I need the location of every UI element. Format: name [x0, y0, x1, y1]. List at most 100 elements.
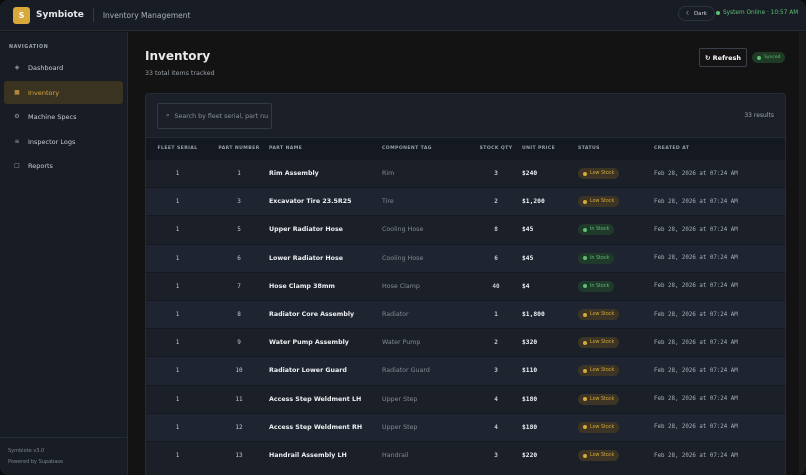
scrollbar[interactable]	[799, 32, 806, 475]
status-cell: Low Stock	[578, 158, 654, 188]
stock-qty-cell: 6	[470, 243, 522, 273]
fleet-serial-cell: 1	[146, 271, 209, 301]
column-header[interactable]: STATUS	[578, 137, 654, 160]
stock-qty-cell: 2	[470, 328, 522, 357]
version-text: Symbiote v3.0	[8, 448, 45, 454]
status-dot-icon	[583, 284, 587, 289]
column-header[interactable]: PART NAME	[269, 137, 382, 160]
table-row[interactable]: 1 12 Access Step Weldment RH Upper Step 4 $18…	[146, 412, 785, 442]
sidebar-item-inspector-logs[interactable]: ≡ Inspector Logs	[4, 130, 123, 153]
search-placeholder: Search by fleet serial, part nu	[174, 112, 269, 120]
table-row[interactable]: 1 1 Rim Assembly Rim 3 $240 Low Stock Feb 28, 2…	[146, 158, 785, 188]
table-row[interactable]: 1 9 Water Pump Assembly Water Pump 2 $320 Low …	[146, 328, 785, 357]
table-row[interactable]: 1 10 Radiator Lower Guard Radiator Guard 3 $1…	[146, 356, 785, 385]
component-tag-cell: Tire	[382, 187, 470, 216]
status-badge: Low Stock	[578, 337, 620, 349]
sidebar-footer: Symbiote v3.0 Powered by Supabase	[0, 437, 127, 468]
part-name-cell: Upper Radiator Hose	[269, 215, 382, 245]
fleet-serial-cell: 1	[146, 299, 209, 329]
status-label: Low Stock	[590, 312, 615, 318]
brand-name: Symbiote	[36, 10, 84, 20]
system-status: System Online · 10:57 AM	[716, 10, 798, 16]
component-tag-cell: Cooling Hose	[382, 243, 470, 273]
app-subtitle: Inventory Management	[102, 10, 191, 20]
search-input[interactable]: ⌕ Search by fleet serial, part nu	[157, 103, 272, 129]
page-title: Inventory	[145, 49, 211, 63]
stock-qty-cell: 40	[470, 271, 522, 301]
stock-qty-cell: 4	[470, 412, 522, 442]
sidebar-item-label: Reports	[28, 161, 53, 170]
status-dot-icon	[716, 11, 720, 15]
part-number-cell: 1	[209, 158, 269, 188]
column-header[interactable]: STOCK QTY	[470, 137, 522, 160]
status-badge: In Stock	[578, 224, 615, 236]
part-number-cell: 8	[209, 299, 269, 329]
page-subtitle: 33 total items tracked	[145, 70, 215, 77]
sidebar-item-machine-specs[interactable]: ⚙ Machine Specs	[4, 105, 123, 128]
list-icon: ≡	[14, 138, 20, 145]
column-header[interactable]: UNIT PRICE	[522, 137, 578, 160]
status-badge: In Stock	[578, 252, 615, 264]
part-number-cell: 7	[209, 271, 269, 301]
part-number-cell: 13	[209, 440, 269, 470]
status-label: In Stock	[590, 255, 610, 261]
status-badge: Low Stock	[578, 309, 620, 321]
sidebar-item-inventory[interactable]: ■ Inventory	[4, 81, 123, 104]
fleet-serial-cell: 1	[146, 412, 209, 442]
theme-label: Dark	[693, 10, 707, 17]
column-header[interactable]: FLEET SERIAL	[146, 137, 209, 160]
status-dot-icon	[583, 171, 587, 176]
refresh-button[interactable]: ↻ Refresh	[699, 48, 747, 67]
table-row[interactable]: 1 7 Hose Clamp 38mm Hose Clamp 40 $4 In Stock F…	[146, 271, 785, 301]
part-name-cell: Hose Clamp 38mm	[269, 271, 382, 301]
status-cell: Low Stock	[578, 299, 654, 329]
created-at-cell: Feb 28, 2026 at 07:24 AM	[654, 412, 785, 442]
sidebar-item-dashboard[interactable]: ◈ Dashboard	[4, 56, 123, 79]
part-name-cell: Radiator Core Assembly	[269, 299, 382, 329]
status-badge: Low Stock	[578, 421, 620, 433]
unit-price-cell: $240	[522, 158, 578, 188]
table-row[interactable]: 1 5 Upper Radiator Hose Cooling Hose 8 $45 In …	[146, 215, 785, 245]
part-name-cell: Lower Radiator Hose	[269, 243, 382, 273]
table-row[interactable]: 1 3 Excavator Tire 23.5R25 Tire 2 $1,200 Low S…	[146, 187, 785, 216]
sidebar: NAVIGATION ◈ Dashboard ■ Inventory ⚙ Machin…	[0, 32, 128, 475]
unit-price-cell: $1,800	[522, 299, 578, 329]
fleet-serial-cell: 1	[146, 158, 209, 188]
dashboard-icon: ◈	[14, 64, 20, 71]
status-cell: In Stock	[578, 243, 654, 273]
created-at-cell: Feb 28, 2026 at 07:24 AM	[654, 158, 785, 188]
theme-toggle[interactable]: ☾ Dark	[678, 6, 715, 21]
sidebar-item-reports[interactable]: □ Reports	[4, 154, 123, 177]
unit-price-cell: $320	[522, 328, 578, 357]
inventory-table: FLEET SERIAL PART NUMBER PART NAME COMPONEN…	[146, 137, 785, 470]
status-cell: In Stock	[578, 271, 654, 301]
table-row[interactable]: 1 8 Radiator Core Assembly Radiator 1 $1,800 L…	[146, 299, 785, 329]
column-header[interactable]: COMPONENT TAG	[382, 137, 470, 160]
stock-qty-cell: 2	[470, 187, 522, 216]
status-cell: Low Stock	[578, 356, 654, 385]
stock-qty-cell: 1	[470, 299, 522, 329]
synced-badge: Synced	[752, 52, 786, 63]
part-number-cell: 10	[209, 356, 269, 385]
part-number-cell: 11	[209, 384, 269, 414]
column-header[interactable]: CREATED AT	[654, 137, 785, 160]
part-name-cell: Access Step Weldment RH	[269, 412, 382, 442]
component-tag-cell: Upper Step	[382, 412, 470, 442]
component-tag-cell: Upper Step	[382, 384, 470, 414]
fleet-serial-cell: 1	[146, 187, 209, 216]
component-tag-cell: Radiator	[382, 299, 470, 329]
status-badge: Low Stock	[578, 450, 620, 462]
table-row[interactable]: 1 6 Lower Radiator Hose Cooling Hose 6 $45 In …	[146, 243, 785, 273]
component-tag-cell: Hose Clamp	[382, 271, 470, 301]
column-header[interactable]: PART NUMBER	[209, 137, 269, 160]
table-row[interactable]: 1 13 Handrail Assembly LH Handrail 3 $220 Low …	[146, 440, 785, 470]
fleet-serial-cell: 1	[146, 440, 209, 470]
status-dot-icon	[583, 397, 587, 402]
status-label: Low Stock	[590, 368, 615, 374]
table-row[interactable]: 1 11 Access Step Weldment LH Upper Step 4 $18…	[146, 384, 785, 414]
part-name-cell: Radiator Lower Guard	[269, 356, 382, 385]
status-dot-icon	[583, 312, 587, 317]
synced-dot-icon	[757, 55, 761, 60]
powered-by-text: Powered by Supabase	[8, 459, 64, 465]
unit-price-cell: $45	[522, 215, 578, 245]
